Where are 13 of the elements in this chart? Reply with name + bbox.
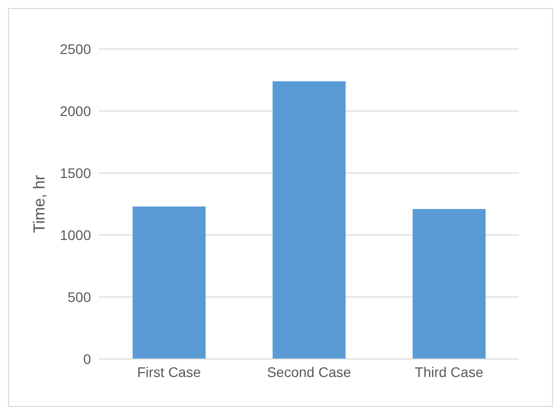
y-tick-label: 1500 xyxy=(60,164,92,181)
x-tick-label: Second Case xyxy=(266,364,352,380)
y-tick-label: 1000 xyxy=(60,226,92,243)
x-tick-label: First Case xyxy=(137,364,202,380)
bar xyxy=(132,206,206,359)
x-tick-label: Third Case xyxy=(414,364,484,380)
bar xyxy=(412,208,486,359)
y-tick-label: 500 xyxy=(68,288,92,305)
y-tick-label: 2000 xyxy=(60,102,92,119)
bar xyxy=(272,81,346,359)
y-tick-label: 0 xyxy=(83,350,92,367)
y-tick-label: 2500 xyxy=(60,40,92,57)
y-axis-title: Time, hr xyxy=(32,174,49,234)
